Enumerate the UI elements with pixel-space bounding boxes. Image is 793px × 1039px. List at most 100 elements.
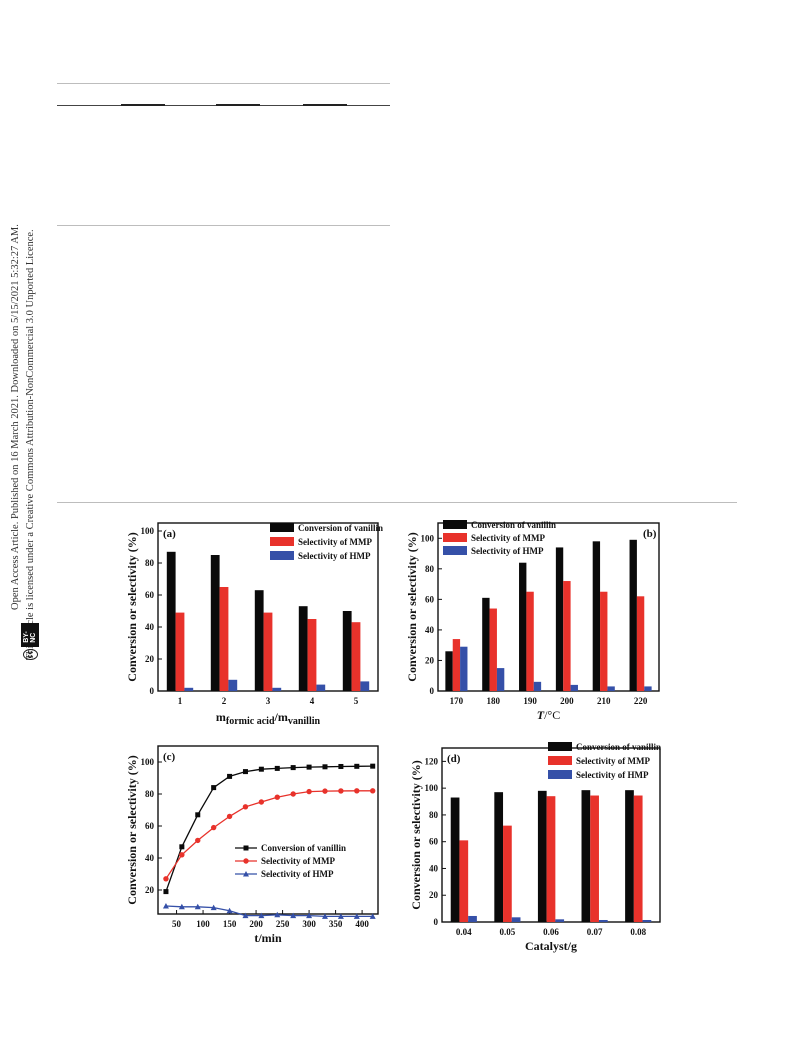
plot-frame-b: [437, 522, 660, 692]
bar-a-0-4: [342, 611, 352, 691]
x-tick-label-b-3: 200: [560, 696, 574, 706]
point-c-0-8: [290, 765, 296, 771]
x-axis-label-d: Catalyst/g: [525, 939, 577, 953]
y-axis-label-c: Conversion or selectivity (%): [125, 755, 139, 904]
point-c-0-9: [306, 764, 312, 770]
bar-d-0-0: [450, 797, 460, 922]
bar-d-1-4: [633, 795, 643, 922]
cc-license-badge[interactable]: cc BY-NC: [21, 623, 39, 660]
bar-d-1-2: [546, 796, 556, 922]
bar-d-0-1: [494, 792, 504, 922]
x-tick-label-c-7: 400: [355, 919, 369, 929]
x-tick-label-b-4: 210: [597, 696, 611, 706]
y-tick-label-b-4: 80: [425, 564, 435, 574]
x-tick-label-c-3: 200: [249, 919, 263, 929]
panel-tag-c: (c): [163, 751, 176, 763]
y-tick-label-c-0: 20: [145, 885, 155, 895]
y-tick-label-d-2: 40: [429, 863, 439, 873]
x-tick-label-c-2: 150: [223, 919, 237, 929]
y-tick-label-a-1: 20: [145, 654, 155, 664]
point-c-2-0: [162, 903, 169, 909]
legend-swatch-a-1: [270, 537, 294, 546]
legend-swatch-a-0: [270, 523, 294, 532]
y-tick-label-b-5: 100: [421, 533, 435, 543]
bar-a-2-3: [316, 684, 326, 691]
x-tick-label-d-4: 0.08: [630, 927, 646, 937]
legend-label-b-2: Selectivity of HMP: [471, 546, 544, 556]
legend-swatch-b-2: [443, 546, 467, 555]
point-c-2-13: [369, 913, 376, 919]
point-c-1-11: [338, 788, 344, 794]
bar-b-2-2: [533, 681, 542, 691]
bar-a-2-2: [272, 687, 282, 691]
point-c-2-1: [178, 903, 185, 910]
bar-a-2-4: [360, 681, 370, 691]
point-c-0-13: [370, 763, 376, 769]
panel-tag-a: (a): [163, 528, 176, 540]
legend-label-c-0: Conversion of vanillin: [261, 843, 346, 853]
point-c-1-9: [306, 788, 312, 795]
bar-a-0-1: [210, 555, 220, 691]
bar-d-2-2: [555, 919, 565, 922]
y-tick-label-a-3: 60: [145, 590, 155, 600]
x-tick-label-a-3: 4: [310, 696, 315, 706]
point-c-0-7: [274, 765, 280, 771]
legend-swatch-a-2: [270, 551, 294, 560]
point-c-2-8: [290, 912, 297, 919]
point-c-1-0: [163, 876, 169, 882]
x-tick-label-b-5: 220: [634, 696, 648, 706]
bar-a-0-0: [166, 551, 176, 691]
x-tick-label-c-1: 100: [196, 919, 210, 929]
y-axis-label-b: Conversion or selectivity (%): [405, 532, 419, 681]
bar-a-1-4: [351, 622, 361, 691]
y-tick-label-a-2: 40: [145, 622, 155, 632]
bar-d-2-4: [642, 919, 652, 922]
sidebar-line-1: Open Access Article. Published on 16 Mar…: [10, 224, 21, 610]
table-top-rule: [57, 83, 390, 84]
point-c-1-1: [179, 852, 185, 858]
x-tick-label-d-0: 0.04: [456, 927, 472, 937]
point-c-1-6: [258, 799, 265, 805]
legend-label-c-2: Selectivity of HMP: [261, 869, 334, 879]
y-tick-label-a-5: 100: [141, 526, 155, 536]
x-axis-label-italic: T: [537, 708, 545, 722]
legend-label-c-1: Selectivity of MMP: [261, 856, 335, 866]
legend-swatch-b-0: [443, 520, 467, 529]
legend-swatch-d-2: [548, 770, 572, 779]
bar-a-2-1: [228, 679, 238, 691]
plot-frame-c: [157, 745, 379, 915]
series-line-c-2: [165, 905, 373, 918]
point-c-0-1: [179, 844, 185, 850]
header-underline-3: [303, 104, 347, 106]
access-sidebar: Open Access Article. Published on 16 Mar…: [0, 0, 44, 700]
x-tick-label-b-0: 170: [450, 696, 464, 706]
y-tick-label-a-4: 80: [145, 558, 155, 568]
bar-a-0-2: [254, 590, 264, 691]
cc-by-nc-label: BY-NC: [21, 623, 39, 647]
x-axis-label-part-3: vanillin: [288, 716, 321, 727]
point-c-1-10: [322, 788, 328, 794]
bar-b-1-0: [452, 639, 461, 691]
sidebar-line-2: This article is licensed under a Creativ…: [25, 229, 36, 660]
point-c-0-4: [227, 773, 233, 779]
y-tick-label-c-1: 40: [145, 853, 155, 863]
bar-a-2-0: [184, 687, 194, 691]
bar-b-2-4: [607, 686, 615, 691]
point-c-0-5: [242, 769, 248, 775]
bar-b-1-3: [563, 581, 571, 691]
legend-label-a-1: Selectivity of MMP: [298, 537, 372, 547]
point-c-2-12: [353, 913, 360, 919]
x-tick-label-a-2: 3: [266, 696, 271, 706]
y-tick-label-b-0: 0: [430, 686, 435, 696]
y-tick-label-d-5: 100: [425, 783, 439, 793]
y-tick-label-d-1: 20: [429, 890, 439, 900]
bar-d-0-2: [537, 790, 547, 922]
cc-icon: cc: [22, 648, 38, 660]
bar-a-1-1: [219, 587, 229, 691]
series-line-c-0: [165, 765, 373, 892]
legend-marker-c-2: [243, 871, 249, 877]
y-tick-label-c-3: 80: [145, 789, 155, 799]
point-c-2-3: [210, 904, 217, 911]
